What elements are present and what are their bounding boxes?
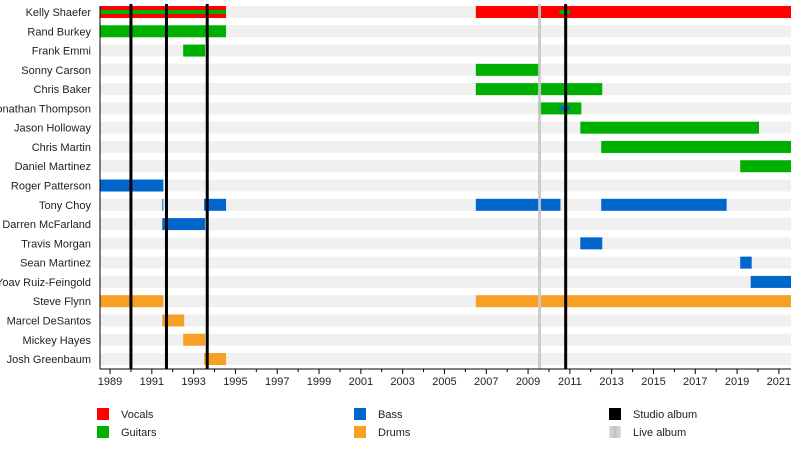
bar-bass xyxy=(162,198,164,211)
row-stripe xyxy=(100,314,791,327)
row-stripe xyxy=(100,333,791,346)
x-tick-label: 1989 xyxy=(98,376,122,388)
row-stripe xyxy=(100,275,791,288)
member-label: Travis Morgan xyxy=(21,238,91,250)
row-stripe xyxy=(100,44,791,57)
member-label: Mickey Hayes xyxy=(23,335,92,347)
bar-bass xyxy=(580,237,603,250)
bar-vocals xyxy=(475,6,791,18)
x-tick-label: 2005 xyxy=(432,376,456,388)
member-label: Rand Burkey xyxy=(27,26,91,38)
legend-label: Studio album xyxy=(633,409,697,421)
member-label: Kelly Shaefer xyxy=(26,7,92,19)
legend-label: Drums xyxy=(378,427,411,439)
legend-swatch-bass xyxy=(354,408,366,420)
member-label: Jonathan Thompson xyxy=(0,103,91,115)
member-label: Tony Choy xyxy=(39,200,91,212)
bar-bass xyxy=(750,275,791,288)
x-tick-label: 2001 xyxy=(349,376,373,388)
studio-album-line xyxy=(564,4,568,370)
row-stripe xyxy=(100,353,791,366)
member-label: Chris Baker xyxy=(34,84,92,96)
x-tick-label: 2003 xyxy=(390,376,414,388)
x-tick-label: 1991 xyxy=(140,376,164,388)
bar-drums xyxy=(475,295,791,308)
member-label: Sean Martinez xyxy=(20,258,91,270)
legend-swatch-drums xyxy=(354,426,366,438)
row-stripe xyxy=(100,63,791,76)
member-label: Steve Flynn xyxy=(33,296,91,308)
row-stripe xyxy=(100,256,791,269)
row-stripe xyxy=(100,179,791,192)
legend-label: Live album xyxy=(633,427,686,439)
x-tick-label: 2021 xyxy=(767,376,791,388)
legend-swatch-vocals xyxy=(97,408,109,420)
bar-bass xyxy=(162,218,206,231)
member-label: Marcel DeSantos xyxy=(7,315,92,327)
bar-bass xyxy=(204,198,227,211)
bar-guitars xyxy=(100,10,227,14)
legend-swatch-live-album xyxy=(609,426,621,438)
member-label: Chris Martin xyxy=(32,142,91,154)
member-label: Yoav Ruiz-Feingold xyxy=(0,277,91,289)
studio-album-line xyxy=(129,4,133,370)
bar-drums xyxy=(183,333,206,346)
bar-drums xyxy=(204,353,227,366)
member-label: Daniel Martinez xyxy=(15,161,91,173)
legend-label: Guitars xyxy=(121,427,157,439)
row-stripe xyxy=(100,102,791,115)
x-tick-label: 2015 xyxy=(641,376,665,388)
bar-guitars xyxy=(183,44,206,57)
bar-bass xyxy=(740,256,752,269)
legend-swatch-guitars xyxy=(97,426,109,438)
legend-swatch-studio-album xyxy=(609,408,621,420)
member-label: Darren McFarland xyxy=(2,219,91,231)
row-stripe xyxy=(100,25,791,38)
member-label: Frank Emmi xyxy=(32,46,91,58)
bar-guitars xyxy=(100,25,227,38)
bar-guitars xyxy=(580,121,760,134)
member-label: Jason Holloway xyxy=(14,123,92,135)
x-tick-label: 2011 xyxy=(558,376,582,388)
x-tick-label: 2009 xyxy=(516,376,540,388)
studio-album-line xyxy=(164,4,168,370)
bar-guitars xyxy=(475,63,540,76)
x-tick-label: 2013 xyxy=(599,376,623,388)
legend-label: Bass xyxy=(378,409,403,421)
member-label: Sonny Carson xyxy=(21,65,91,77)
row-stripe xyxy=(100,83,791,96)
x-tick-label: 2017 xyxy=(683,376,707,388)
row-stripe xyxy=(100,160,791,173)
member-label: Josh Greenbaum xyxy=(7,354,91,366)
x-tick-label: 2019 xyxy=(725,376,749,388)
live-album-line xyxy=(538,4,542,370)
x-tick-label: 2007 xyxy=(474,376,498,388)
row-stripe xyxy=(100,237,791,250)
row-stripe xyxy=(100,218,791,231)
x-tick-label: 1999 xyxy=(307,376,331,388)
bar-guitars xyxy=(601,140,791,153)
studio-album-line xyxy=(205,4,209,370)
row-stripe xyxy=(100,121,791,134)
member-label: Roger Patterson xyxy=(11,181,91,193)
bar-guitars xyxy=(740,160,791,173)
bar-bass xyxy=(475,198,561,211)
legend-label: Vocals xyxy=(121,409,154,421)
x-tick-label: 1997 xyxy=(265,376,289,388)
x-tick-label: 1993 xyxy=(181,376,205,388)
x-tick-label: 1995 xyxy=(223,376,247,388)
bar-bass xyxy=(601,198,727,211)
